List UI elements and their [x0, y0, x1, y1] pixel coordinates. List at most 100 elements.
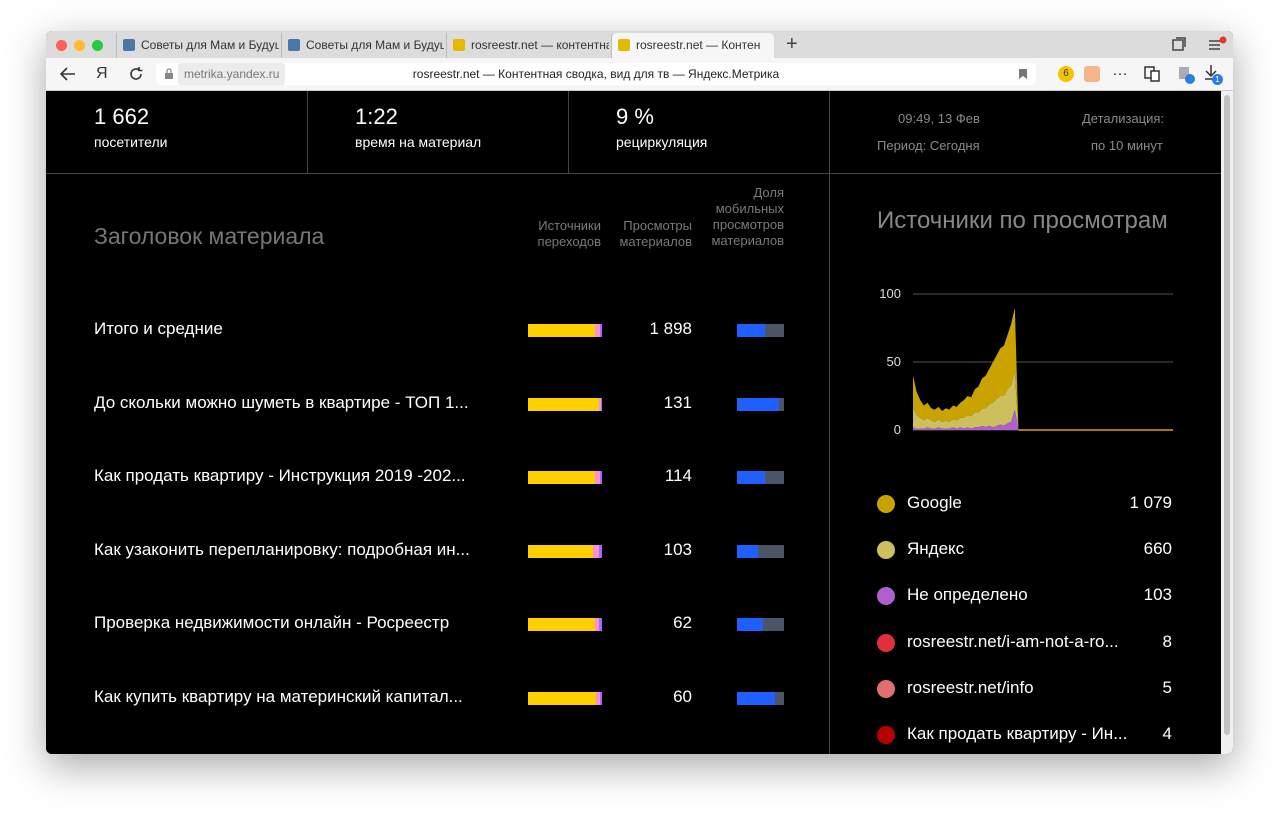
- tab-title: Советы для Мам и Будущ: [306, 38, 444, 52]
- extension-icon[interactable]: [1179, 67, 1189, 79]
- source-segment: [528, 471, 596, 484]
- mobile-share: [737, 324, 766, 337]
- source-segment: [599, 691, 602, 705]
- minimize-button[interactable]: [74, 40, 85, 51]
- legend-dot: [877, 679, 895, 698]
- tab-icon: [453, 39, 465, 51]
- source-segment: [599, 471, 602, 484]
- legend-total: 103: [1143, 585, 1172, 605]
- lock-icon: [165, 68, 173, 79]
- tab[interactable]: Советы для Мам и Будущ: [281, 33, 444, 58]
- source-bar: [528, 397, 602, 411]
- close-button[interactable]: [56, 40, 67, 51]
- source-segment: [601, 397, 602, 411]
- detail-label: Детализация:: [1082, 111, 1165, 126]
- mobile-bar: [737, 397, 784, 411]
- source-segment: [595, 324, 600, 337]
- stat-value: 9 %: [616, 104, 654, 129]
- scrollbar[interactable]: [1221, 91, 1233, 754]
- tabs-icon[interactable]: [1172, 37, 1186, 51]
- legend-total: 4: [1162, 724, 1172, 743]
- time: 09:49, 13 Фев: [898, 111, 980, 126]
- legend-dot: [877, 633, 895, 652]
- menu-icon[interactable]: [1208, 36, 1228, 52]
- zoom-button[interactable]: [92, 40, 103, 51]
- divider: [307, 91, 308, 173]
- source-segment: [528, 691, 597, 705]
- row-title: Итого и средние: [94, 319, 223, 338]
- extension-icon[interactable]: [1143, 65, 1161, 83]
- area: [913, 409, 1019, 430]
- legend-total: 8: [1162, 631, 1172, 651]
- row-title: До скольки можно шуметь в квартире - ТОП…: [94, 392, 469, 412]
- row-title: Как купить квартиру на материнский капит…: [94, 686, 463, 706]
- scroll-thumb[interactable]: [1224, 95, 1230, 735]
- tab-icon: [618, 39, 630, 51]
- tab[interactable]: Советы для Мам и Будущ: [116, 33, 279, 58]
- y-tick-label: 50: [887, 354, 901, 369]
- mobile-bar: [737, 544, 784, 558]
- source-bar: [528, 324, 602, 337]
- source-segment: [528, 544, 594, 558]
- source-segment: [593, 544, 600, 558]
- stat-label: посетители: [94, 134, 168, 150]
- tab-icon: [288, 39, 300, 51]
- source-segment: [528, 397, 600, 411]
- stat-label: рециркуляция: [616, 134, 708, 150]
- row-title: Как продать квартиру - Инструкция 2019 -…: [94, 466, 466, 485]
- tab-bar: Советы для Мам и Будущ Советы для Мам и Б…: [46, 31, 1233, 59]
- tab-title: Советы для Мам и Будущ: [141, 38, 279, 52]
- url-host: metrika.yandex.ru: [178, 63, 286, 85]
- stat-value: 1 662: [94, 104, 150, 129]
- column-header: Доля мобильных просмотров материалов: [711, 185, 784, 248]
- mobile-bar: [737, 324, 784, 337]
- area: [913, 371, 1019, 430]
- legend-name: Яндекс: [907, 539, 965, 559]
- source-bar: [528, 471, 602, 484]
- yandex-button[interactable]: Я: [96, 65, 108, 82]
- source-segment: [595, 471, 600, 484]
- source-segment: [599, 618, 602, 631]
- mobile-share: [737, 544, 759, 558]
- extension-badge[interactable]: 6: [1058, 66, 1074, 82]
- chart: 05010000:0008:2016:40: [879, 286, 1173, 437]
- column-header: Заголовок материала: [94, 223, 325, 249]
- row-title: Проверка недвижимости онлайн - Росреестр: [94, 613, 450, 632]
- legend-dot: [877, 495, 895, 513]
- views: 103: [663, 539, 692, 559]
- url-field[interactable]: metrika.yandex.ru rosreestr.net — Контен…: [156, 63, 1036, 85]
- mobile-share: [737, 471, 766, 484]
- tab[interactable]: rosreestr.net — Контен: [611, 33, 774, 58]
- source-segment: [599, 324, 602, 337]
- mobile-bar: [737, 691, 784, 705]
- back-button[interactable]: [60, 67, 76, 81]
- column-header: Источники переходов: [537, 218, 601, 249]
- source-bar: [528, 544, 602, 558]
- mobile-share: [737, 691, 775, 705]
- bookmark-icon[interactable]: [1018, 68, 1028, 80]
- source-segment: [594, 618, 600, 631]
- legend-dot: [877, 541, 895, 560]
- more-extensions[interactable]: …: [1112, 62, 1128, 79]
- extension-icon[interactable]: [1084, 66, 1100, 82]
- legend-name: Не определено: [907, 585, 1028, 605]
- legend-dot: [877, 587, 895, 606]
- legend-total: 5: [1162, 677, 1172, 697]
- downloads-badge: 1: [1212, 74, 1223, 85]
- tab-icon: [123, 39, 135, 51]
- detail-value: по 10 минут: [1091, 138, 1163, 153]
- legend-dot: [877, 726, 895, 744]
- new-tab-button[interactable]: +: [786, 33, 798, 55]
- views: 1 898: [649, 319, 692, 338]
- views: 114: [664, 466, 692, 485]
- source-bar: [528, 691, 602, 705]
- y-tick-label: 100: [879, 286, 901, 301]
- reload-button[interactable]: [128, 66, 144, 82]
- tab[interactable]: rosreestr.net — контентна: [446, 33, 609, 58]
- divider: [829, 91, 830, 754]
- legend-name: Как продать квартиру - Ин...: [907, 724, 1128, 743]
- views: 131: [663, 392, 692, 412]
- tab-title: rosreestr.net — Контен: [636, 38, 761, 52]
- source-segment: [599, 544, 602, 558]
- source-segment: [599, 397, 602, 411]
